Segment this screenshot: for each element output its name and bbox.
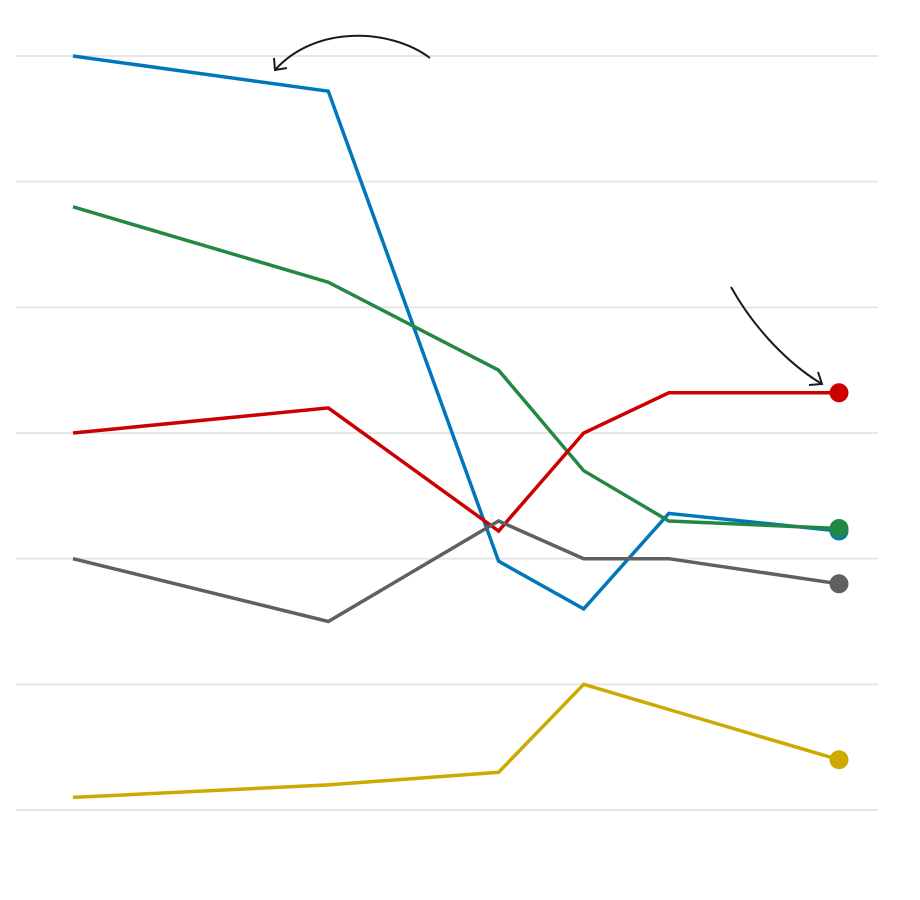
series-line-4 [72,682,840,800]
series-endpoint-1 [829,519,849,539]
series-endpoint-2 [829,383,849,403]
annotation-arrow-right [730,286,823,385]
series-endpoint-3 [829,574,849,594]
endpoint-layer [829,383,849,770]
annotation-arrow-left [274,34,431,71]
annotation-arrow-right-head [808,371,824,386]
annotation-arrow-left-head [273,57,288,72]
series-line-1 [72,205,840,531]
series-line-0 [72,54,840,612]
annotation-layer [273,34,824,386]
series-layer [72,54,840,800]
series-endpoint-4 [829,750,849,770]
grid-layer [16,55,878,811]
series-line-2 [72,391,839,534]
series-line-3 [72,519,840,624]
